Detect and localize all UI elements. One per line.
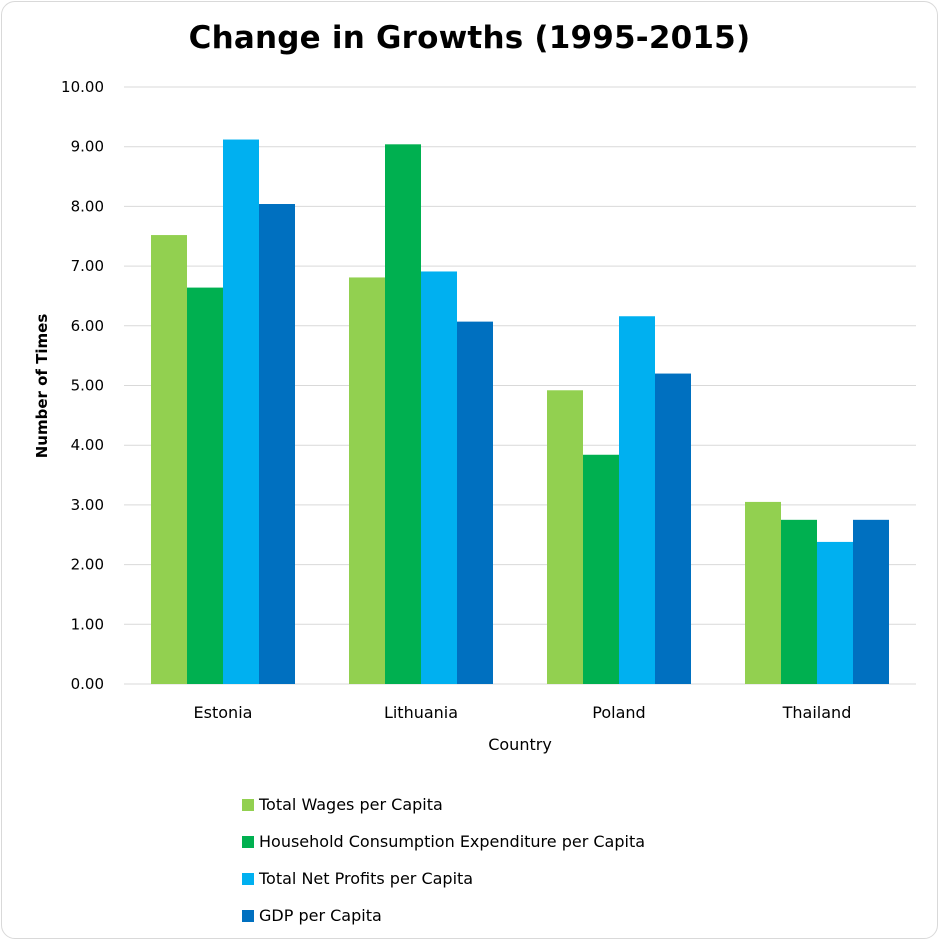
legend-swatch bbox=[242, 909, 254, 922]
y-tick-label: 4.00 bbox=[71, 436, 104, 454]
bar-estonia-series-3 bbox=[223, 139, 259, 684]
bar-thailand-series-3 bbox=[817, 541, 853, 684]
x-category-label: Lithuania bbox=[384, 703, 458, 722]
legend: Total Wages per Capita Household Consumpt… bbox=[242, 786, 645, 934]
bar-poland-series-3 bbox=[619, 316, 655, 684]
bar-estonia-series-2 bbox=[187, 287, 223, 684]
y-tick-label: 10.00 bbox=[61, 78, 104, 96]
chart-title: Change in Growths (1995-2015) bbox=[188, 20, 751, 56]
x-category-label: Thailand bbox=[782, 703, 852, 722]
bar-thailand-series-2 bbox=[781, 519, 817, 684]
legend-item: Total Net Profits per Capita bbox=[242, 860, 645, 897]
bar-lithuania-series-1 bbox=[349, 277, 385, 684]
y-tick-label: 8.00 bbox=[71, 197, 104, 215]
y-tick-label: 7.00 bbox=[71, 257, 104, 275]
y-tick-label: 2.00 bbox=[71, 556, 104, 574]
y-tick-label: 0.00 bbox=[71, 675, 104, 693]
bar-poland-series-1 bbox=[547, 390, 583, 684]
y-tick-label: 1.00 bbox=[71, 615, 104, 633]
x-category-label: Poland bbox=[592, 703, 645, 722]
legend-swatch bbox=[242, 872, 254, 885]
y-tick-label: 3.00 bbox=[71, 496, 104, 514]
x-category-label: Estonia bbox=[194, 703, 253, 722]
legend-label: Total Wages per Capita bbox=[259, 795, 443, 814]
legend-item: Total Wages per Capita bbox=[242, 786, 645, 823]
bar-poland-series-2 bbox=[583, 454, 619, 684]
bar-thailand-series-4 bbox=[853, 519, 889, 684]
bar-lithuania-series-3 bbox=[421, 271, 457, 684]
bar-lithuania-series-4 bbox=[457, 321, 493, 684]
y-tick-label: 6.00 bbox=[71, 317, 104, 335]
legend-label: Total Net Profits per Capita bbox=[259, 869, 474, 888]
bar-estonia-series-1 bbox=[151, 235, 187, 684]
legend-swatch bbox=[242, 798, 254, 811]
y-tick-label: 5.00 bbox=[71, 377, 104, 395]
bar-poland-series-4 bbox=[655, 373, 691, 684]
legend-swatch bbox=[242, 835, 254, 848]
legend-item: GDP per Capita bbox=[242, 897, 645, 934]
bar-lithuania-series-2 bbox=[385, 144, 421, 684]
bar-estonia-series-4 bbox=[259, 204, 295, 684]
legend-item: Household Consumption Expenditure per Ca… bbox=[242, 823, 645, 860]
bar-thailand-series-1 bbox=[745, 501, 781, 684]
x-axis-label: Country bbox=[488, 735, 552, 754]
y-axis-label: Number of Times bbox=[33, 314, 51, 459]
y-tick-label: 9.00 bbox=[71, 138, 104, 156]
legend-label: Household Consumption Expenditure per Ca… bbox=[259, 832, 646, 851]
legend-label: GDP per Capita bbox=[259, 906, 382, 925]
